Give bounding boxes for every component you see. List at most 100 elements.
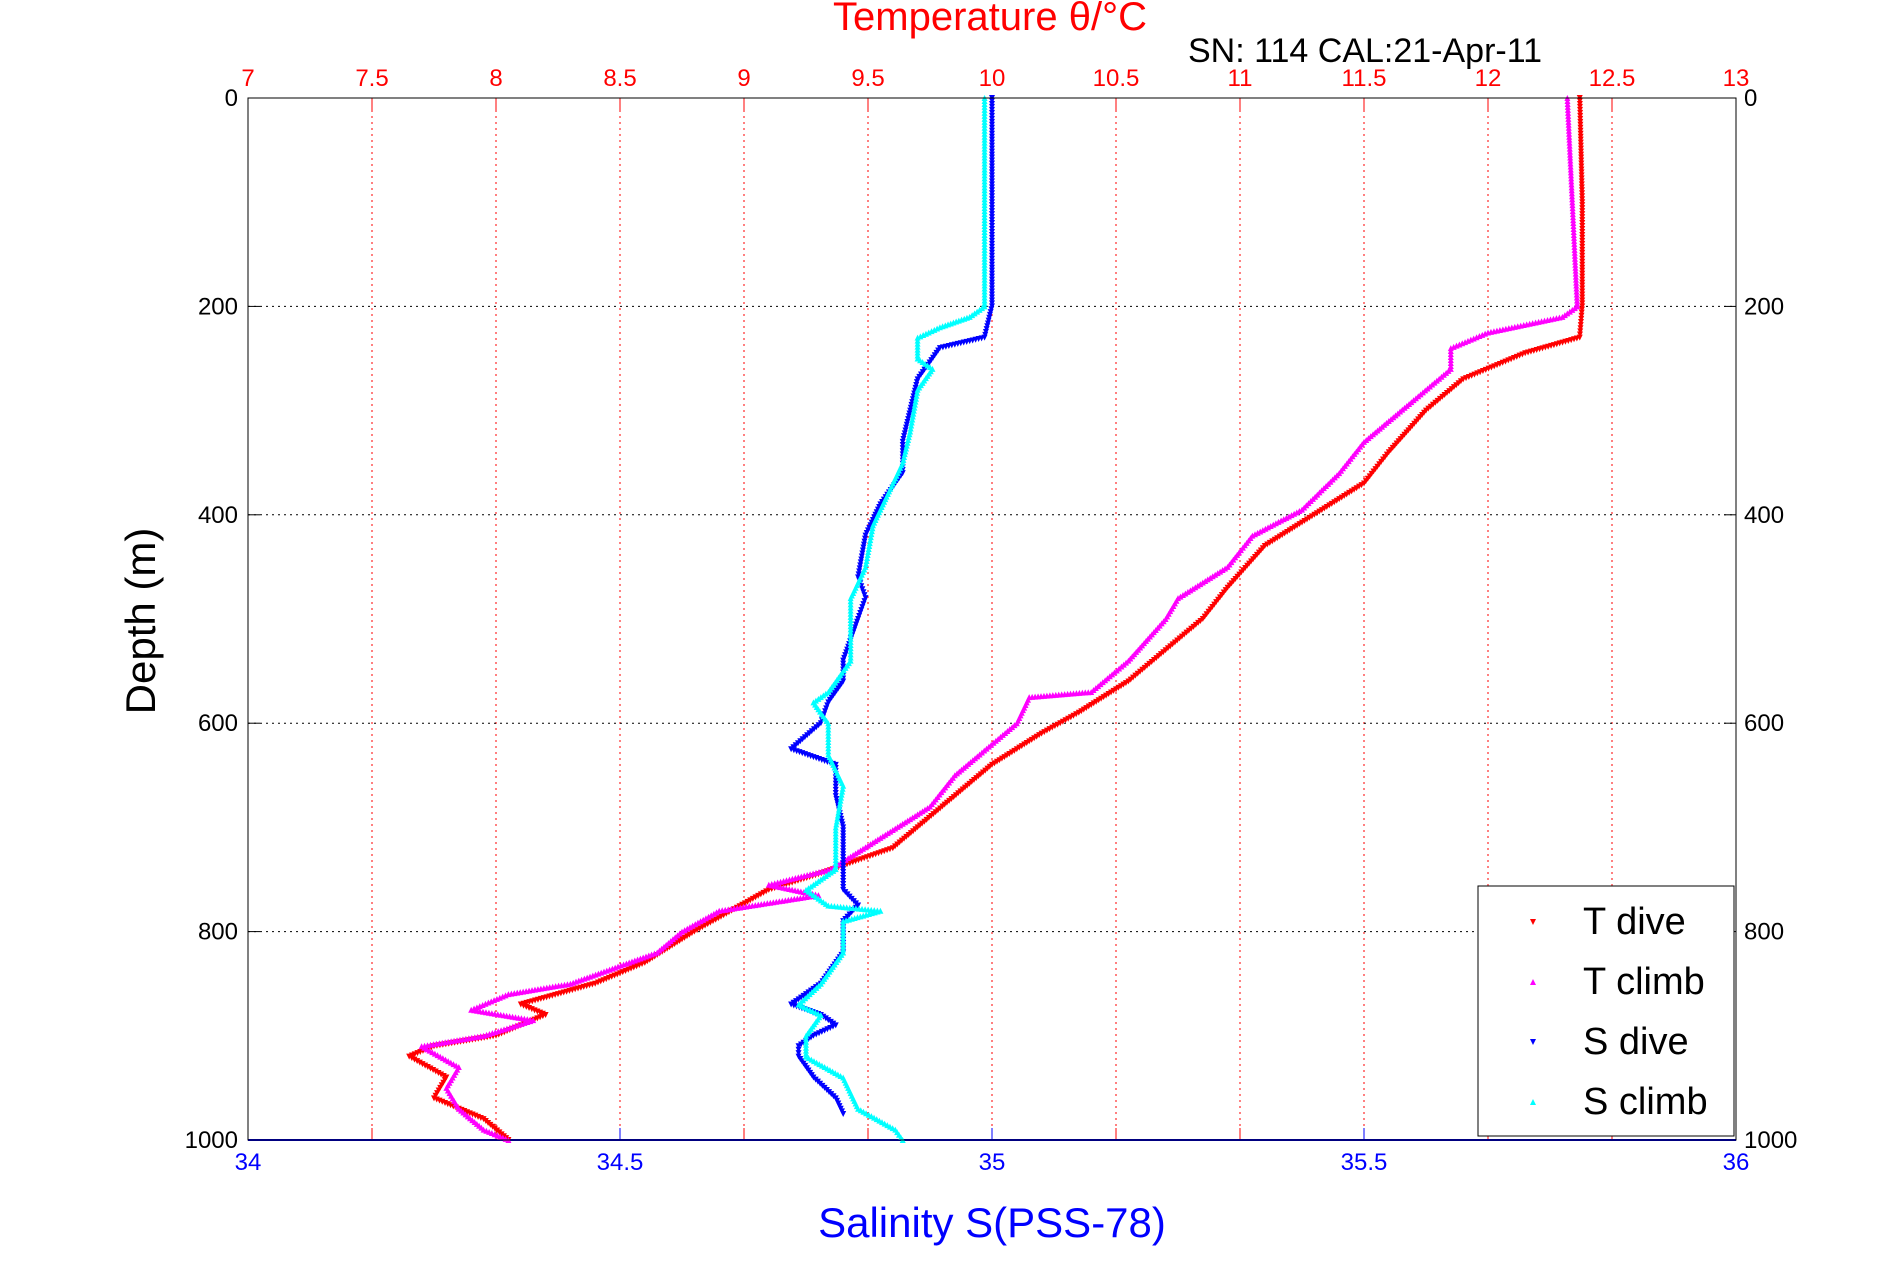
data-point xyxy=(825,738,832,745)
data-point xyxy=(825,729,832,736)
data-point xyxy=(1572,255,1579,262)
data-point xyxy=(1574,300,1581,307)
series-t-climb xyxy=(418,95,1581,1143)
data-point xyxy=(864,554,871,561)
data-point xyxy=(1011,747,1018,754)
data-point xyxy=(1569,211,1576,218)
data-point xyxy=(793,998,800,1005)
top-tick-label: 8 xyxy=(489,65,502,92)
chart-title: SN: 114 CAL:21-Apr-11 xyxy=(1188,32,1542,70)
top-tick-label: 9 xyxy=(737,65,750,92)
data-point xyxy=(1338,494,1345,501)
data-point xyxy=(1080,706,1087,713)
data-point xyxy=(1566,130,1573,137)
data-point xyxy=(1311,511,1318,518)
series-t-dive xyxy=(406,95,1586,1143)
data-point xyxy=(847,632,854,639)
data-point xyxy=(1291,524,1298,531)
data-point xyxy=(1028,736,1035,743)
data-point xyxy=(1570,228,1577,235)
data-point xyxy=(847,595,854,602)
data-point xyxy=(1568,187,1575,194)
data-point xyxy=(899,445,906,452)
data-point xyxy=(1358,482,1365,489)
data-point xyxy=(1571,252,1578,259)
data-point xyxy=(1031,735,1038,742)
data-point xyxy=(832,786,839,793)
data-point xyxy=(1569,205,1576,212)
data-point xyxy=(868,528,875,535)
data-point xyxy=(832,777,839,784)
data-point xyxy=(1567,166,1574,173)
bottom-axis-label: Salinity S(PSS-78) xyxy=(818,1199,1166,1246)
data-point xyxy=(865,546,872,553)
data-point xyxy=(1006,750,1013,757)
data-point xyxy=(1122,680,1129,687)
data-point xyxy=(1577,322,1584,329)
data-point xyxy=(1336,496,1343,503)
data-point xyxy=(1572,258,1579,265)
bottom-tick-label: 36 xyxy=(1723,1149,1750,1176)
data-point xyxy=(1572,264,1579,271)
data-point xyxy=(840,1110,847,1117)
data-point xyxy=(847,629,854,636)
y-tick-label-right: 200 xyxy=(1744,293,1784,320)
top-tick-label: 11.5 xyxy=(1342,65,1387,92)
data-point xyxy=(1085,703,1092,710)
top-tick-label: 10 xyxy=(979,65,1006,92)
top-tick-label: 11 xyxy=(1228,65,1253,92)
data-point xyxy=(1573,291,1580,298)
data-point xyxy=(1351,486,1358,493)
data-point xyxy=(1567,157,1574,164)
data-point xyxy=(1579,303,1586,310)
data-point xyxy=(1569,193,1576,200)
data-point xyxy=(1100,694,1107,701)
y-tick-label-right: 800 xyxy=(1744,919,1784,946)
data-point xyxy=(1573,279,1580,286)
data-point xyxy=(1565,112,1572,119)
data-point xyxy=(807,987,814,994)
data-point xyxy=(1566,142,1573,149)
data-point xyxy=(1570,220,1577,227)
data-point xyxy=(834,815,841,822)
data-point xyxy=(839,788,846,795)
data-point xyxy=(837,800,844,807)
data-point xyxy=(825,735,832,742)
data-point xyxy=(669,942,676,949)
data-point xyxy=(1578,319,1584,326)
data-point xyxy=(810,1032,817,1039)
data-point xyxy=(832,790,839,797)
data-point xyxy=(836,803,843,810)
data-point xyxy=(996,757,1003,764)
data-point xyxy=(1570,231,1577,238)
data-point xyxy=(1572,267,1579,274)
data-point xyxy=(840,924,847,931)
data-point xyxy=(1356,483,1363,490)
data-point xyxy=(1571,249,1578,256)
data-point xyxy=(847,598,854,605)
data-point xyxy=(868,531,875,538)
data-point xyxy=(1016,744,1023,751)
data-point xyxy=(863,557,870,564)
y-tick-label-right: 400 xyxy=(1744,502,1784,529)
data-point xyxy=(1346,489,1353,496)
data-point xyxy=(1570,214,1577,221)
legend-label: T dive xyxy=(1583,901,1686,943)
legend-label: S climb xyxy=(1583,1081,1708,1123)
data-point xyxy=(1569,208,1576,215)
top-tick-label: 7.5 xyxy=(355,65,388,92)
data-point xyxy=(1083,705,1090,712)
y-tick-label-left: 0 xyxy=(225,85,238,112)
data-point xyxy=(1361,480,1367,487)
data-point xyxy=(1573,282,1580,289)
data-point xyxy=(869,522,876,529)
data-point xyxy=(1569,199,1576,206)
data-point xyxy=(1577,328,1584,335)
data-point xyxy=(1038,730,1045,737)
data-point xyxy=(911,404,918,411)
data-point xyxy=(688,930,695,937)
data-point xyxy=(993,758,1000,765)
data-point xyxy=(847,623,854,630)
data-point xyxy=(1313,510,1320,517)
